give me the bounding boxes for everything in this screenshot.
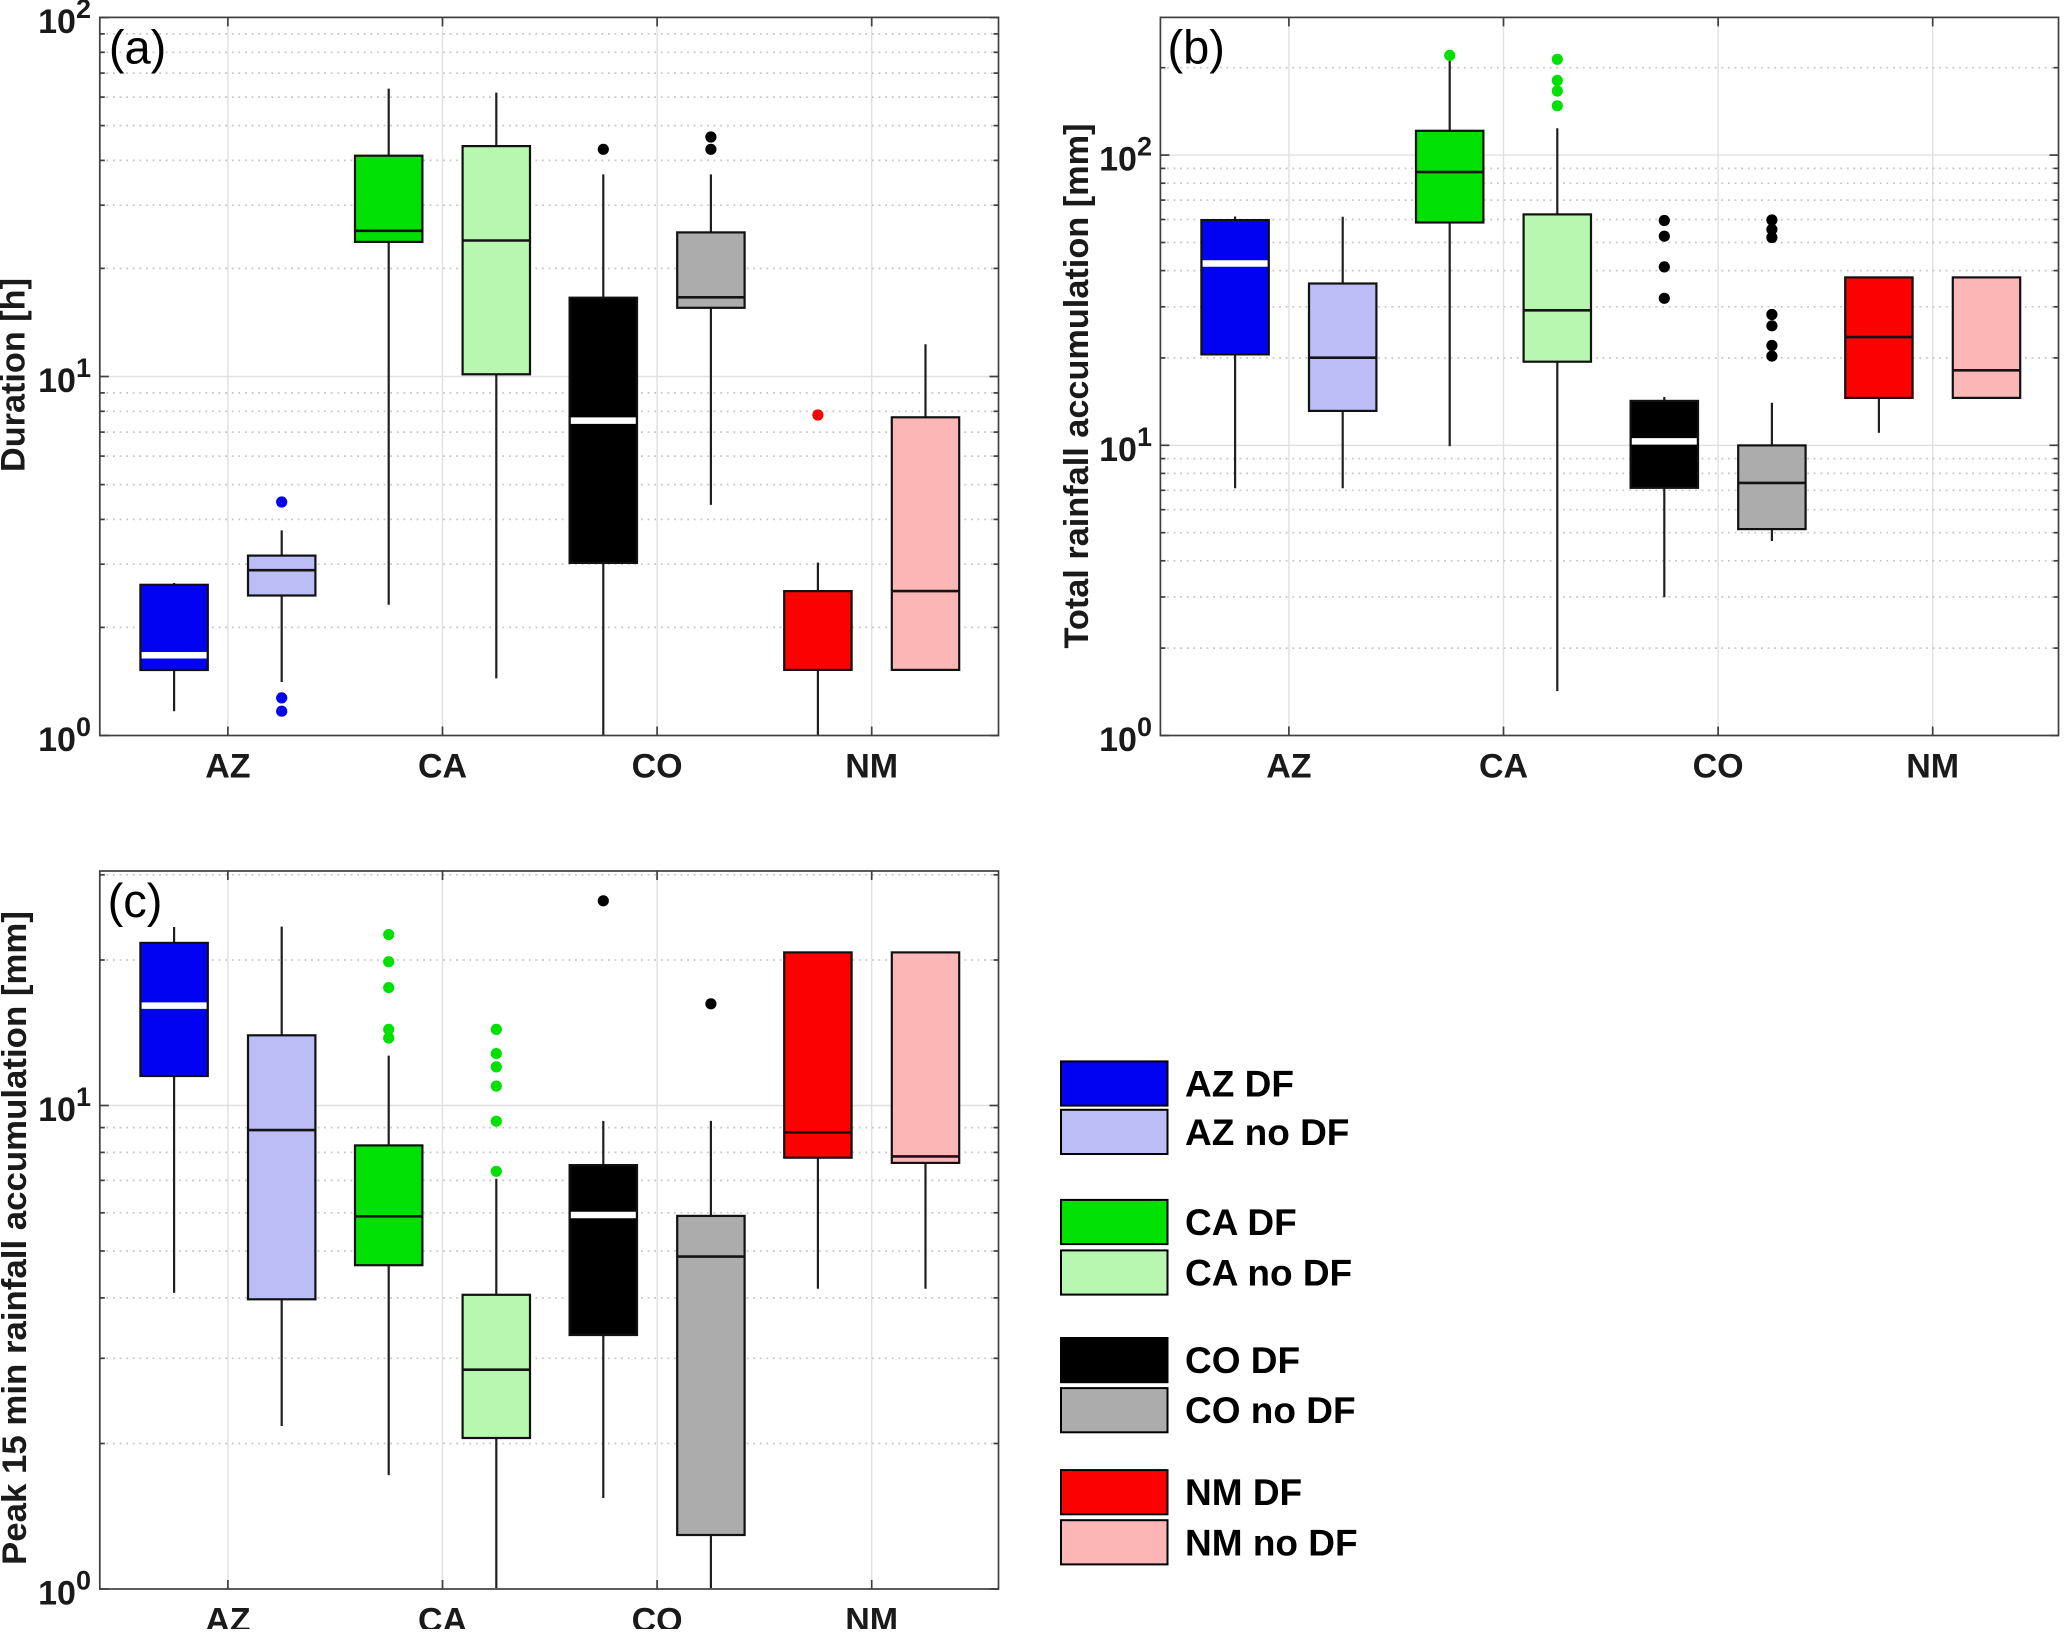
svg-text:AZ: AZ	[205, 1602, 250, 1630]
svg-text:NM no DF: NM no DF	[1185, 1522, 1358, 1563]
svg-text:(a): (a)	[109, 21, 166, 74]
svg-text:(c): (c)	[108, 874, 163, 927]
svg-text:CO no DF: CO no DF	[1185, 1390, 1356, 1431]
svg-text:CA: CA	[418, 748, 467, 786]
svg-text:Total rainfall accumulation [m: Total rainfall accumulation [mm]	[1058, 124, 1096, 649]
svg-text:NM: NM	[845, 1602, 898, 1630]
svg-text:CO: CO	[1693, 748, 1744, 786]
svg-text:CO: CO	[632, 1602, 683, 1630]
svg-text:AZ: AZ	[205, 748, 250, 786]
svg-text:CA DF: CA DF	[1185, 1202, 1297, 1243]
svg-text:Duration [h]: Duration [h]	[0, 278, 32, 472]
svg-text:CO: CO	[632, 748, 683, 786]
svg-text:AZ: AZ	[1266, 748, 1311, 786]
svg-text:AZ DF: AZ DF	[1185, 1064, 1294, 1105]
svg-text:CA no DF: CA no DF	[1185, 1253, 1352, 1294]
svg-text:(b): (b)	[1167, 21, 1224, 74]
svg-text:NM: NM	[1906, 748, 1959, 786]
svg-text:CA: CA	[1479, 748, 1528, 786]
svg-text:CA: CA	[418, 1602, 467, 1630]
svg-text:AZ no DF: AZ no DF	[1185, 1112, 1349, 1153]
svg-text:NM DF: NM DF	[1185, 1472, 1302, 1513]
svg-text:Peak 15 min rainfall accumulat: Peak 15 min rainfall accumulation [mm]	[0, 911, 34, 1565]
svg-text:CO DF: CO DF	[1185, 1340, 1300, 1381]
svg-text:NM: NM	[845, 748, 898, 786]
